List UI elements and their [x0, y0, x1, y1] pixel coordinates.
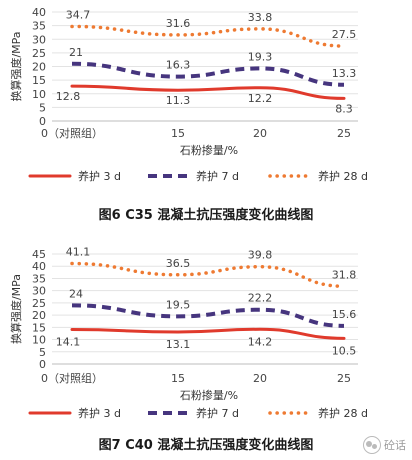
y-tick-label: 45 — [32, 248, 46, 261]
x-tick-label: 15 — [171, 127, 185, 140]
x-tick-label: 20 — [253, 127, 267, 140]
figure-6: 0 5 10 15 20 25 30 35 40 换算强度/MPa 0（对照组） 15 20 25 石粉掺量… — [9, 6, 368, 223]
y-tick-label: 20 — [32, 61, 46, 74]
y-tick-label: 30 — [32, 285, 46, 298]
y-tick-label: 20 — [32, 309, 46, 322]
x-tick-label: 25 — [337, 127, 351, 140]
data-label: 13.1 — [166, 338, 191, 351]
y-tick-label: 0 — [39, 358, 46, 371]
series-line-2 — [71, 303, 345, 328]
series-line-3 — [70, 261, 346, 289]
y-axis-title: 换算强度/MPa — [9, 31, 23, 101]
legend-label: 养护 7 d — [196, 406, 239, 420]
data-label: 39.8 — [248, 249, 273, 262]
y-tick-label: 15 — [32, 74, 46, 87]
legend-label: 养护 28 d — [318, 169, 368, 183]
data-label: 41.1 — [66, 246, 91, 259]
data-label: 22.2 — [248, 292, 273, 305]
data-label: 11.3 — [166, 94, 191, 107]
data-label: 34.7 — [66, 8, 91, 21]
y-tick-label: 40 — [32, 6, 46, 19]
watermark-text: 砼话 — [384, 439, 406, 452]
data-label: 19.5 — [166, 298, 191, 311]
data-label: 15.6 — [332, 308, 357, 321]
data-label: 8.3 — [335, 102, 353, 115]
legend-label: 养护 7 d — [196, 169, 239, 183]
data-label: 24 — [69, 287, 83, 300]
series-line-3 — [70, 24, 346, 48]
data-label: 14.2 — [248, 335, 273, 348]
y-axis-title: 换算强度/MPa — [9, 274, 23, 344]
series-line-1 — [70, 327, 346, 340]
y-tick-label: 35 — [32, 20, 46, 33]
x-tick-label: 25 — [337, 372, 351, 385]
y-tick-label: 40 — [32, 260, 46, 273]
x-axis-title: 石粉掺量/% — [180, 143, 238, 157]
watermark: 砼话 — [363, 436, 406, 454]
y-tick-label: 30 — [32, 33, 46, 46]
x-tick-label: 20 — [253, 372, 267, 385]
series-line-2 — [71, 61, 345, 87]
data-label: 12.2 — [248, 92, 273, 105]
chart-title: 图6 C35 混凝土抗压强度变化曲线图 — [98, 208, 314, 223]
data-label: 36.5 — [166, 257, 191, 270]
y-tick-label: 35 — [32, 272, 46, 285]
data-label: 31.8 — [332, 268, 357, 281]
data-label: 14.1 — [56, 336, 81, 349]
x-tick-label: 15 — [171, 372, 185, 385]
data-label: 27.5 — [332, 28, 357, 41]
y-tick-label: 10 — [32, 334, 46, 347]
legend-label: 养护 28 d — [318, 406, 368, 420]
data-label: 10.5 — [332, 344, 357, 357]
wechat-icon — [363, 436, 381, 454]
y-tick-label: 15 — [32, 321, 46, 334]
data-label: 31.6 — [166, 17, 191, 30]
y-tick-label: 25 — [32, 47, 46, 60]
data-label: 13.3 — [332, 67, 357, 80]
data-label: 33.8 — [248, 11, 273, 24]
data-label: 16.3 — [166, 59, 191, 72]
x-tick-label: 0（对照组） — [41, 126, 103, 140]
series-line-1 — [70, 84, 346, 100]
figure-7: 0 5 10 15 20 25 30 35 40 45 换算强度/MPa 0（对照组） 15 20 25 石粉… — [0, 238, 412, 460]
legend-label: 养护 3 d — [78, 406, 121, 420]
x-tick-label: 0（对照组） — [41, 371, 103, 385]
y-tick-label: 5 — [39, 346, 46, 359]
chart-title: 图7 C40 混凝土抗压强度变化曲线图 — [98, 438, 314, 453]
y-tick-label: 10 — [32, 88, 46, 101]
legend-label: 养护 3 d — [78, 169, 121, 183]
y-tick-label: 5 — [39, 101, 46, 114]
x-axis-title: 石粉掺量/% — [180, 388, 238, 402]
y-tick-label: 0 — [39, 115, 46, 128]
data-label: 19.3 — [248, 50, 273, 63]
data-label: 12.8 — [56, 90, 81, 103]
data-label: 21 — [69, 46, 83, 59]
y-tick-label: 25 — [32, 297, 46, 310]
